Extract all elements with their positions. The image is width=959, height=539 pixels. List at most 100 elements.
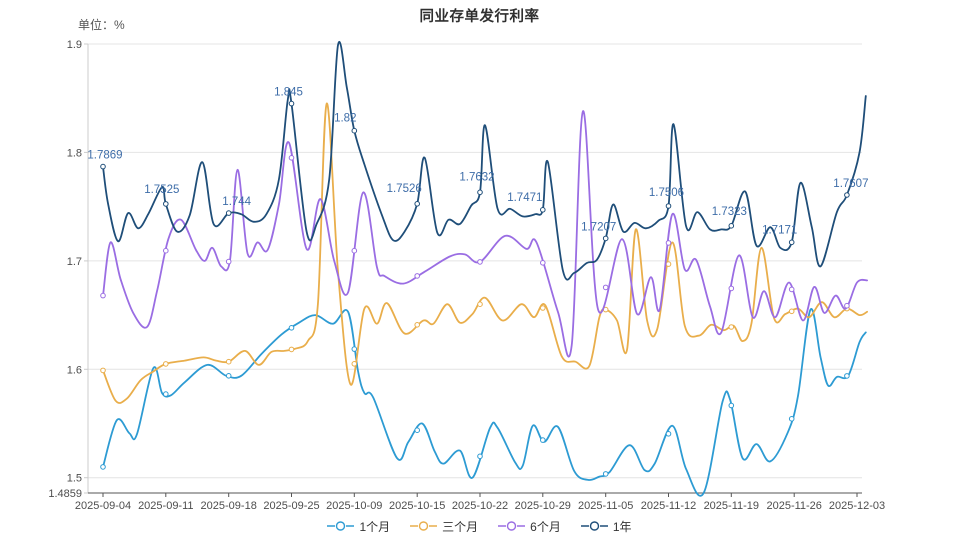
x-axis-label: 2025-09-11 (138, 500, 193, 512)
marker-3m (100, 367, 106, 374)
marker-3m (477, 301, 483, 308)
y-axis-label: 1.4859 (48, 488, 82, 500)
x-axis-label: 2025-12-03 (829, 500, 885, 512)
legend-marker-icon (410, 521, 438, 531)
point-label-1y: 1.7471 (507, 192, 542, 204)
marker-6m (477, 259, 483, 265)
point-label-1y: 1.7323 (712, 206, 747, 218)
point-label-1y: 1.7526 (387, 183, 422, 195)
point-label-1y: 1.7632 (459, 171, 494, 183)
marker-3m (225, 358, 232, 365)
marker-1y (477, 189, 483, 196)
unit-label: 单位：% (78, 18, 125, 32)
chart-title: 同业存单发行利率 (419, 9, 540, 25)
marker-1y (788, 239, 795, 246)
marker-1m (602, 471, 609, 477)
marker-3m (163, 361, 169, 367)
y-axis-label: 1.5 (67, 473, 82, 485)
marker-1m (788, 416, 795, 422)
point-label-1y: 1.744 (222, 196, 251, 208)
marker-3m (351, 361, 358, 367)
marker-6m (288, 155, 295, 161)
legend: 1个月 三个月 6个月 1年 (0, 515, 959, 537)
marker-1y (225, 210, 232, 216)
marker-1y (844, 192, 850, 198)
series-line-1y[interactable] (102, 41, 867, 281)
x-axis-label: 2025-11-05 (578, 500, 633, 512)
x-axis-label: 2025-10-15 (389, 500, 445, 512)
x-axis-label: 2025-10-22 (452, 500, 508, 512)
legend-item-1y[interactable]: 1年 (580, 518, 632, 535)
legend-label: 三个月 (442, 519, 479, 534)
x-axis-label: 2025-09-18 (201, 500, 257, 512)
series-line-3m[interactable] (102, 102, 868, 404)
marker-6m (788, 286, 795, 293)
marker-6m (665, 240, 672, 246)
point-label-1y: 1.7207 (581, 221, 616, 233)
point-label-1y: 1.7506 (649, 187, 684, 199)
y-axis-label: 1.6 (67, 364, 82, 376)
point-label-1y: 1.7869 (87, 150, 122, 162)
marker-1m (414, 427, 421, 434)
y-axis-label: 1.9 (67, 39, 82, 51)
point-label-1y: 1.7171 (762, 224, 797, 236)
y-axis-label: 1.7 (67, 256, 82, 268)
x-axis-label: 2025-10-29 (515, 500, 571, 512)
marker-6m (225, 258, 232, 265)
point-label-1y: 1.7607 (833, 178, 868, 190)
marker-1m (728, 402, 735, 409)
legend-label: 1个月 (359, 519, 391, 534)
marker-6m (414, 273, 421, 279)
legend-marker-icon (498, 521, 526, 531)
marker-1m (100, 464, 106, 470)
marker-6m (728, 285, 735, 292)
legend-marker-icon (327, 521, 355, 531)
marker-6m (844, 302, 850, 309)
y-axis-label: 1.8 (67, 147, 82, 159)
marker-1m (540, 437, 546, 443)
legend-label: 1年 (612, 519, 632, 534)
marker-1y (100, 163, 106, 170)
marker-6m (351, 247, 358, 254)
x-axis-label: 2025-11-19 (704, 500, 759, 512)
legend-item-1m[interactable]: 1个月 (327, 518, 390, 535)
marker-3m (414, 322, 421, 328)
marker-6m (602, 284, 609, 291)
point-label-1y: 1.845 (274, 87, 303, 99)
marker-1m (477, 453, 483, 460)
marker-3m (288, 346, 295, 353)
marker-3m (540, 305, 546, 311)
marker-1m (844, 373, 850, 379)
point-label-1y: 1.7525 (144, 184, 179, 196)
marker-3m (728, 324, 735, 330)
marker-6m (100, 292, 106, 299)
x-axis-label: 2025-09-25 (263, 500, 319, 512)
marker-1y (351, 127, 358, 134)
legend-item-3m[interactable]: 三个月 (410, 518, 478, 535)
x-axis-label: 2025-11-26 (766, 500, 821, 512)
x-axis-label: 2025-09-04 (75, 500, 131, 512)
marker-3m (665, 261, 672, 267)
marker-1y (163, 201, 169, 207)
marker-1y (602, 235, 609, 242)
marker-1m (288, 325, 295, 331)
legend-marker-icon (580, 521, 608, 531)
marker-3m (788, 308, 795, 315)
marker-1m (225, 373, 232, 379)
point-label-1y: 1.82 (334, 113, 356, 125)
marker-1m (665, 431, 672, 437)
series-line-1m[interactable] (102, 308, 867, 497)
legend-item-6m[interactable]: 6个月 (498, 518, 561, 535)
marker-1y (288, 100, 295, 107)
marker-1m (163, 391, 169, 397)
marker-1y (728, 223, 735, 229)
marker-1y (540, 207, 546, 213)
marker-6m (540, 260, 546, 266)
legend-label: 6个月 (530, 519, 561, 534)
marker-1y (665, 203, 672, 209)
x-axis-label: 2025-11-12 (641, 500, 696, 512)
marker-1y (414, 201, 421, 207)
marker-6m (163, 247, 169, 254)
x-axis-label: 2025-10-09 (326, 500, 382, 512)
